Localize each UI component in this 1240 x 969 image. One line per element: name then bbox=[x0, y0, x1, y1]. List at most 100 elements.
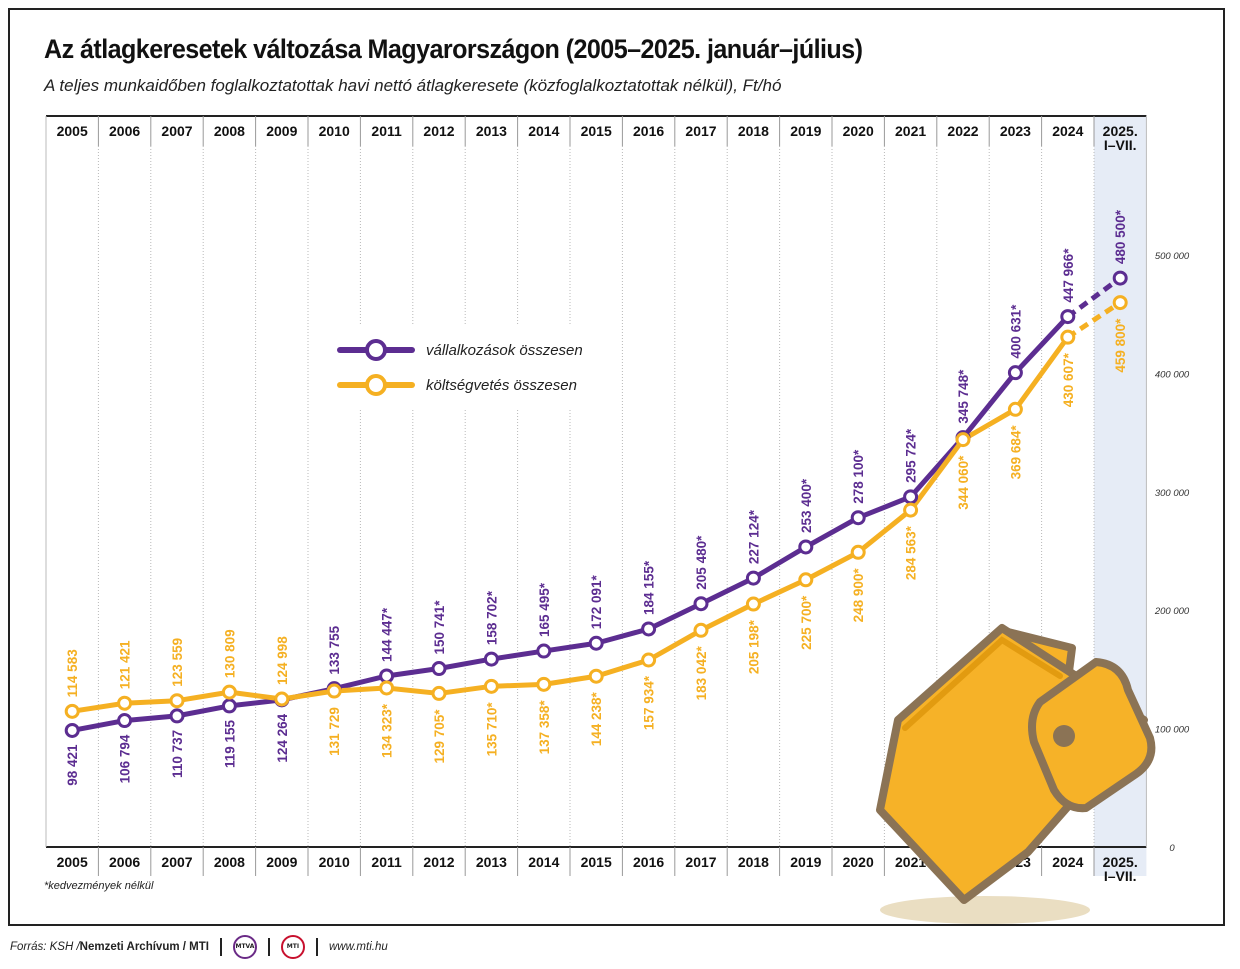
series-koltsegvetes-point bbox=[798, 572, 814, 588]
series-vallalkozasok-dashed-segment bbox=[1066, 276, 1122, 319]
year-label-top: 2025. bbox=[1103, 123, 1138, 139]
orange-value-label: 130 809 bbox=[222, 629, 237, 678]
year-label-top: 2006 bbox=[109, 123, 140, 139]
series-vallalkozasok-line bbox=[69, 314, 1071, 733]
series-vallalkozasok-point bbox=[798, 539, 814, 555]
series-vallalkozasok-point bbox=[1007, 365, 1023, 381]
figure-frame bbox=[8, 8, 1225, 926]
year-label-top: 2005 bbox=[57, 123, 88, 139]
y-tick-label: 200 000 bbox=[1154, 606, 1190, 617]
year-label-top: 2019 bbox=[790, 123, 821, 139]
orange-value-label: 123 559 bbox=[170, 638, 185, 687]
purple-value-label: 295 724* bbox=[904, 428, 919, 483]
wallet-button bbox=[1053, 725, 1075, 747]
orange-value-label: 183 042* bbox=[694, 646, 709, 701]
year-label-top: 2016 bbox=[633, 123, 664, 139]
y-tick-label: 500 000 bbox=[1155, 251, 1190, 262]
year-label-top: 2012 bbox=[423, 123, 454, 139]
year-label-top: 2009 bbox=[266, 123, 297, 139]
year-label-bottom: 2016 bbox=[633, 854, 664, 870]
year-label-top: 2018 bbox=[738, 123, 769, 139]
orange-value-label: 225 700* bbox=[799, 595, 814, 650]
year-label-bottom: 2014 bbox=[528, 854, 559, 870]
purple-value-label: 110 737 bbox=[170, 730, 185, 778]
year-label-bottom: 2013 bbox=[476, 854, 507, 870]
year-label-top: 2014 bbox=[528, 123, 559, 139]
series-koltsegvetes-point bbox=[903, 502, 919, 518]
series-vallalkozasok-point bbox=[169, 708, 185, 724]
series-koltsegvetes-point bbox=[274, 691, 290, 707]
series-vallalkozasok-point bbox=[588, 635, 604, 651]
year-label-bottom: 2015 bbox=[581, 854, 612, 870]
year-label-bottom: 2020 bbox=[843, 854, 874, 870]
orange-value-label: 248 900* bbox=[851, 568, 866, 623]
purple-value-label: 158 702* bbox=[484, 590, 499, 645]
year-label-bottom: 2018 bbox=[738, 854, 769, 870]
series-koltsegvetes-point bbox=[483, 678, 499, 694]
purple-value-label: 227 124* bbox=[746, 509, 761, 564]
year-label-top: 2017 bbox=[685, 123, 716, 139]
purple-value-label: 184 155* bbox=[642, 560, 657, 615]
year-label-bottom: 2006 bbox=[109, 854, 140, 870]
year-label-bottom: 2021 bbox=[895, 854, 926, 870]
year-label-bottom: I–VII. bbox=[1104, 868, 1137, 884]
purple-value-label: 124 264 bbox=[275, 713, 290, 762]
purple-value-label: 400 631* bbox=[1008, 304, 1023, 359]
y-tick-label: 100 000 bbox=[1155, 725, 1190, 736]
wallet-icon bbox=[876, 624, 1156, 924]
source-agency: Nemzeti Archívum / MTI bbox=[79, 941, 209, 953]
mtva-logo: MTVA bbox=[232, 935, 257, 959]
series-koltsegvetes-point bbox=[1007, 401, 1023, 417]
year-label-bottom: 2009 bbox=[266, 854, 297, 870]
separator bbox=[219, 938, 222, 956]
orange-value-label: 124 998 bbox=[275, 636, 290, 685]
y-tick-label: 400 000 bbox=[1155, 369, 1190, 380]
year-label-top: 2008 bbox=[214, 123, 245, 139]
orange-value-label: 144 238* bbox=[589, 691, 604, 746]
series-vallalkozasok-point bbox=[431, 661, 447, 677]
footnote: *kedvezmények nélkül bbox=[44, 880, 154, 892]
year-label-top: 2015 bbox=[581, 123, 612, 139]
legend-label: költségvetés összesen bbox=[426, 377, 577, 394]
series-koltsegvetes-point bbox=[221, 684, 237, 700]
year-label-top: 2021 bbox=[895, 123, 926, 139]
orange-value-label: 135 710* bbox=[484, 702, 499, 757]
mtva-logo-text: MTVA bbox=[235, 943, 255, 950]
series-koltsegvetes-point bbox=[955, 432, 971, 448]
y-tick-label: 300 000 bbox=[1155, 488, 1190, 499]
orange-value-label: 284 563* bbox=[904, 525, 919, 580]
separator bbox=[315, 938, 318, 956]
series-vallalkozasok-point bbox=[903, 489, 919, 505]
source-url[interactable]: www.mti.hu bbox=[328, 941, 388, 953]
source-bar: Forrás: KSH / Nemzeti Archívum / MTI MTV… bbox=[10, 934, 388, 960]
series-vallalkozasok-point bbox=[693, 596, 709, 612]
series-vallalkozasok-point bbox=[379, 668, 395, 684]
series-vallalkozasok-point bbox=[745, 570, 761, 586]
series-vallalkozasok-point bbox=[1060, 309, 1076, 325]
series-koltsegvetes-point bbox=[431, 685, 447, 701]
orange-value-label: 344 060* bbox=[956, 455, 971, 510]
source-prefix: Forrás: KSH / bbox=[10, 941, 80, 953]
purple-value-label: 133 755 bbox=[327, 625, 342, 674]
purple-value-label: 119 155 bbox=[222, 719, 237, 768]
purple-value-label: 205 480* bbox=[694, 535, 709, 590]
series-koltsegvetes-point bbox=[169, 693, 185, 709]
series-koltsegvetes-point bbox=[64, 703, 80, 719]
year-label-bottom: 2010 bbox=[319, 854, 350, 870]
year-label-bottom: 2019 bbox=[790, 854, 821, 870]
purple-value-label: 345 748* bbox=[956, 369, 971, 424]
purple-value-label: 150 741* bbox=[432, 600, 447, 655]
series-vallalkozasok-point bbox=[1112, 270, 1128, 286]
series-koltsegvetes-line bbox=[69, 334, 1071, 714]
year-label-top: 2024 bbox=[1052, 123, 1083, 139]
year-label-top: 2020 bbox=[843, 123, 874, 139]
orange-value-label: 121 421 bbox=[118, 640, 133, 689]
orange-value-label: 430 607* bbox=[1061, 352, 1076, 407]
purple-value-label: 165 495* bbox=[537, 582, 552, 637]
wallet-shadow bbox=[880, 896, 1090, 924]
series-koltsegvetes-point bbox=[1112, 295, 1128, 311]
year-label-bottom: 2008 bbox=[214, 854, 245, 870]
series-koltsegvetes-point bbox=[588, 668, 604, 684]
purple-value-label: 172 091* bbox=[589, 574, 604, 629]
